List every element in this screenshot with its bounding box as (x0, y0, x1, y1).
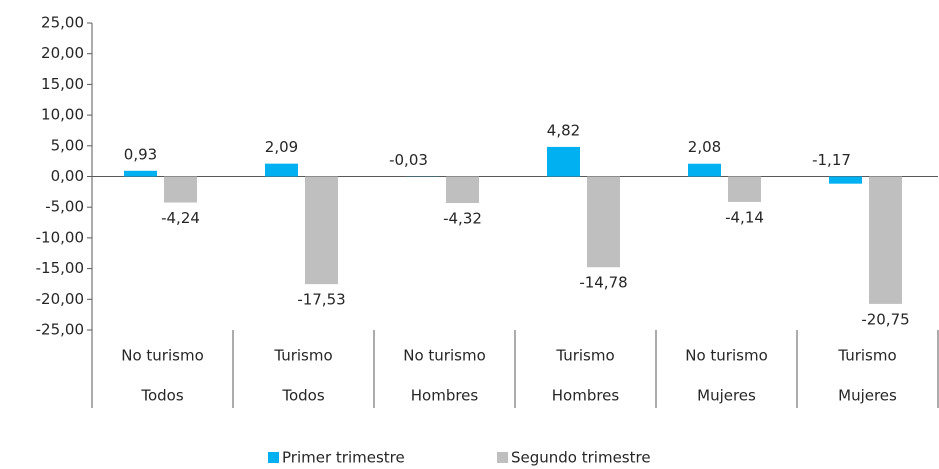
value-label: 2,08 (688, 138, 721, 156)
bar (164, 176, 197, 203)
x-group-label: Hombres (552, 387, 620, 405)
y-tick-label: 15,00 (41, 75, 84, 93)
value-label: -14,78 (579, 274, 627, 292)
x-group-label: Todos (140, 387, 183, 405)
y-tick-label: -5,00 (45, 198, 84, 216)
x-tick-label: Turismo (273, 347, 332, 365)
value-label: -4,24 (161, 209, 200, 227)
legend-label: Primer trimestre (282, 449, 405, 467)
value-label: 0,93 (124, 145, 157, 163)
x-tick-label: No turismo (685, 347, 768, 365)
bar (688, 163, 721, 177)
bar (587, 176, 620, 268)
value-label: -20,75 (861, 310, 909, 328)
y-tick-label: 10,00 (41, 106, 84, 124)
x-tick-label: No turismo (403, 347, 486, 365)
value-label: 4,82 (547, 121, 580, 139)
bar (265, 163, 298, 177)
bar (829, 176, 862, 184)
x-group-label: Hombres (411, 387, 479, 405)
bar (869, 176, 902, 304)
x-tick-label: Turismo (555, 347, 614, 365)
value-label: -17,53 (297, 291, 345, 309)
value-label: -4,14 (725, 208, 764, 226)
x-group-label: Mujeres (838, 387, 897, 405)
legend-label: Segundo trimestre (511, 449, 651, 467)
y-tick-label: 5,00 (51, 136, 84, 154)
value-label: -1,17 (812, 151, 851, 169)
legend-swatch (497, 452, 508, 463)
bar (547, 146, 580, 177)
y-tick-label: 25,00 (41, 14, 84, 32)
y-tick-label: 20,00 (41, 44, 84, 62)
x-group-label: Mujeres (697, 387, 756, 405)
value-label: -0,03 (389, 151, 428, 169)
bar (124, 170, 157, 177)
bar (446, 176, 479, 204)
y-tick-label: -15,00 (36, 259, 84, 277)
y-tick-label: -25,00 (36, 321, 84, 339)
value-label: -4,32 (443, 210, 482, 228)
bar (305, 176, 338, 285)
x-tick-label: Turismo (837, 347, 896, 365)
bar (728, 176, 761, 202)
legend-swatch (268, 452, 279, 463)
value-label: 2,09 (265, 138, 298, 156)
x-group-label: Todos (281, 387, 324, 405)
y-tick-label: 0,00 (51, 167, 84, 185)
y-tick-label: -20,00 (36, 290, 84, 308)
y-tick-label: -10,00 (36, 228, 84, 246)
x-tick-label: No turismo (121, 347, 204, 365)
